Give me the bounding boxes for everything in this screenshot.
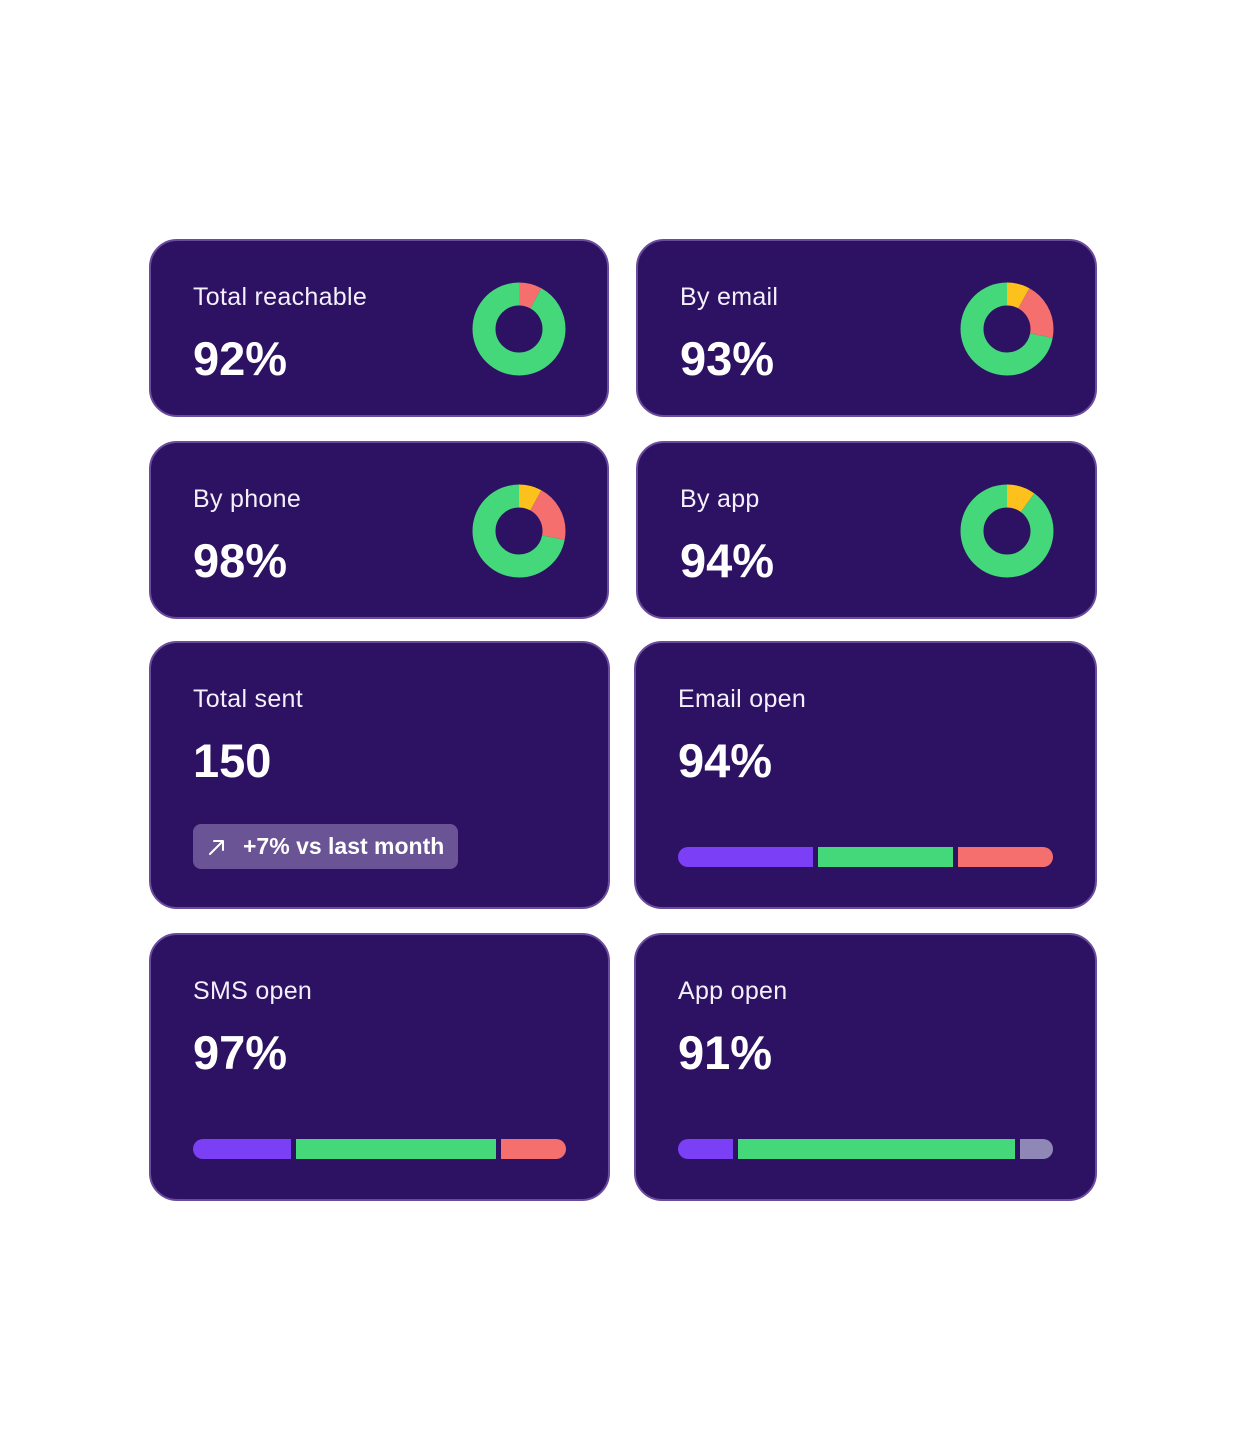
by-app-card[interactable]: By app 94%	[636, 441, 1097, 619]
donut-chart	[472, 282, 566, 376]
donut-chart	[960, 282, 1054, 376]
bar-gap	[813, 847, 819, 867]
card-value: 94%	[680, 534, 775, 587]
progress-bar	[193, 1139, 566, 1159]
bar-gap	[732, 1139, 738, 1159]
bar-segment-gray	[1020, 1139, 1053, 1159]
card-label: By phone	[193, 485, 302, 513]
bar-segment-green	[296, 1139, 496, 1159]
donut-chart	[960, 484, 1054, 578]
bar-segment-purple	[678, 847, 814, 867]
trend-badge: +7% vs last month	[193, 824, 459, 869]
sms-open-card[interactable]: SMS open 97%	[149, 933, 610, 1201]
donut-chart	[472, 484, 566, 578]
card-value: 91%	[678, 1026, 773, 1079]
bar-gap	[953, 847, 959, 867]
card-value: 97%	[193, 1026, 288, 1079]
bar-gap	[291, 1139, 297, 1159]
bar-segment-red	[958, 847, 1053, 867]
bar-segment-purple	[193, 1139, 292, 1159]
donut-segment-green	[960, 484, 1054, 578]
donut-segment-red	[960, 282, 1054, 376]
total-sent-card[interactable]: Total sent 150 +7% vs last month	[149, 641, 610, 909]
trend-text: +7% vs last month	[243, 833, 445, 859]
card-value: 98%	[193, 534, 288, 587]
card-value: 94%	[678, 734, 773, 787]
bar-segment-purple	[678, 1139, 733, 1159]
bar-segment-red	[500, 1139, 566, 1159]
arrow-up-right-icon	[209, 839, 224, 855]
bar-segment-green	[818, 847, 954, 867]
card-value: 92%	[193, 332, 288, 385]
app-open-card[interactable]: App open 91%	[634, 933, 1097, 1201]
by-phone-card[interactable]: By phone 98%	[149, 441, 609, 619]
donut-segment-green	[472, 484, 566, 578]
email-open-card[interactable]: Email open 94%	[634, 641, 1097, 909]
card-value: 150	[193, 734, 272, 787]
card-label: App open	[678, 977, 788, 1005]
donut-segment-green	[960, 282, 1054, 376]
total-reachable-card[interactable]: Total reachable 92%	[149, 239, 609, 417]
card-label: SMS open	[193, 977, 313, 1005]
card-label: Total reachable	[193, 283, 368, 311]
card-label: Total sent	[193, 685, 304, 713]
by-email-card[interactable]: By email 93%	[636, 239, 1097, 417]
donut-segment-green	[472, 282, 566, 376]
card-label: Email open	[678, 685, 807, 713]
bar-gap	[1015, 1139, 1021, 1159]
card-value: 93%	[680, 332, 775, 385]
card-label: By app	[680, 485, 760, 513]
card-label: By email	[680, 283, 779, 311]
progress-bar	[678, 1139, 1053, 1159]
donut-segment-red	[472, 484, 566, 578]
bar-segment-green	[737, 1139, 1016, 1159]
bar-gap	[495, 1139, 501, 1159]
progress-bar	[678, 847, 1053, 867]
